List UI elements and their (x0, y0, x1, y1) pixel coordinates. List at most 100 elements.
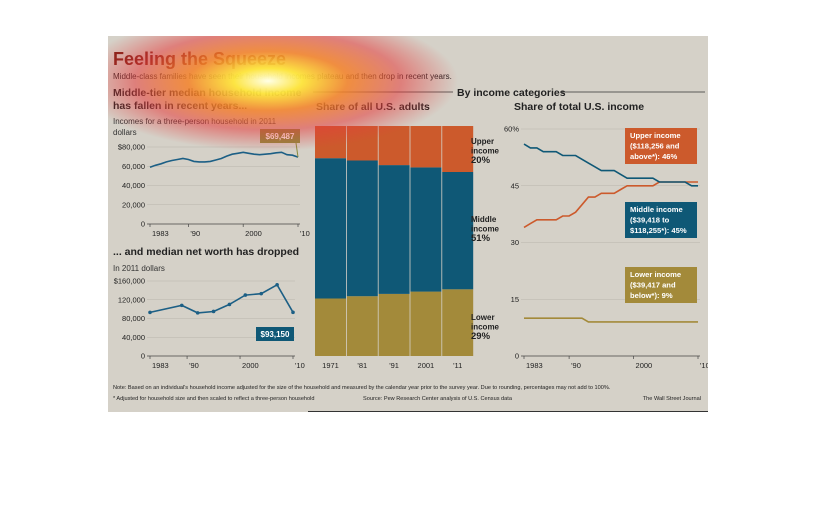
y-tick-label: 60,000 (122, 162, 145, 171)
bar-upper-segment (378, 126, 410, 166)
footer-footnote: * Adjusted for household size and then s… (113, 396, 315, 402)
bottom-rule (308, 411, 708, 412)
networth-point (211, 309, 216, 314)
y-tick-label: $160,000 (114, 277, 145, 286)
income-chart-subtitle-line2: dollars (113, 128, 137, 137)
bar-category-label: 1971 (322, 361, 339, 370)
income-chart-subtitle-line1: Incomes for a three-person household in … (113, 117, 277, 126)
bar-category-label: '91 (389, 361, 399, 370)
lower-share-line (524, 317, 698, 323)
share-chart-title: Share of total U.S. income (514, 101, 644, 113)
networth-chart-subtitle: In 2011 dollars (113, 264, 165, 273)
y-tick-label: 30 (511, 238, 519, 247)
y-tick-label: 20,000 (122, 200, 145, 209)
bar-middle-segment (315, 158, 346, 299)
x-tick-label: '10 (700, 361, 708, 370)
y-tick-label: 40,000 (122, 333, 145, 342)
share-income-line-chart: 60% 45 30 15 0 1983 '90 2000 '10 Upper income ($11… (504, 125, 708, 371)
upper-share-callout-text: Upper income (630, 131, 681, 140)
middle-share-callout-box (625, 202, 697, 238)
middle-share-callout-text: $118,255*): 45% (630, 226, 687, 235)
x-tick-label: 2000 (245, 229, 262, 238)
y-tick-label: 60% (504, 125, 519, 134)
footer-source: Source: Pew Research Center analysis of … (363, 396, 513, 402)
bar-legend-middle: income (471, 225, 500, 234)
infographic-svg: Feeling the Squeeze Middle-class familie… (113, 49, 708, 402)
x-tick-label: '10 (295, 361, 305, 370)
y-tick-label: 0 (141, 220, 145, 229)
networth-point (275, 282, 279, 287)
x-tick-label: '10 (300, 229, 310, 238)
networth-point (291, 310, 295, 315)
bar-upper-segment (346, 126, 378, 161)
income-chart-title-line1: Middle-tier median household income (113, 87, 302, 99)
bar-upper-segment (410, 126, 442, 168)
x-tick-label: '90 (571, 361, 581, 370)
y-tick-label: 120,000 (118, 295, 145, 304)
bar-legend-upper: 20% (471, 155, 491, 166)
middle-share-line (523, 143, 698, 187)
y-tick-label: 0 (141, 352, 145, 361)
bar-lower-segment (442, 289, 474, 356)
y-tick-label: 40,000 (122, 181, 145, 190)
income-callout-label: $69,487 (266, 132, 295, 141)
x-tick-label: 1983 (152, 361, 169, 370)
footer-note: Note: Based on an individual's household… (113, 385, 611, 391)
x-tick-label: 1983 (152, 229, 169, 238)
bar-legend-middle: 51% (471, 233, 491, 244)
main-title: Feeling the Squeeze (113, 49, 286, 69)
networth-point (227, 302, 232, 307)
adults-stacked-bar-chart: 1971'81'91 2001'11Upperincome20%Middleinc… (315, 126, 500, 370)
bar-upper-segment (442, 126, 474, 172)
y-tick-label: 15 (511, 295, 519, 304)
networth-callout-box (256, 327, 294, 341)
bar-legend-middle: Middle (471, 215, 497, 224)
networth-point (148, 310, 152, 315)
x-tick-label: 1983 (526, 361, 543, 370)
x-tick-label: '90 (189, 361, 199, 370)
income-callout-pointer (295, 142, 299, 158)
upper-share-callout-text: ($118,256 and (630, 142, 680, 151)
upper-share-callout-box (625, 128, 697, 164)
upper-share-callout-text: above*): 46% (630, 152, 678, 161)
networth-line-chart: $160,000 120,000 80,000 40,000 0 1983 '90 2000 '… (114, 277, 305, 371)
bar-lower-segment (378, 293, 410, 356)
bar-middle-segment (410, 167, 442, 292)
bar-legend-lower: income (471, 323, 500, 332)
bar-category-label: '81 (357, 361, 367, 370)
bar-lower-segment (346, 296, 378, 356)
bar-category-label: 2001 (418, 361, 435, 370)
income-line (149, 151, 299, 168)
y-tick-label: 45 (511, 181, 519, 190)
middle-share-callout-text: ($39,418 to (630, 216, 670, 225)
bar-lower-segment (315, 298, 346, 356)
y-tick-label: 0 (515, 352, 519, 361)
bar-lower-segment (410, 291, 442, 356)
footer-credit: The Wall Street Journal (643, 396, 701, 402)
y-tick-label: $80,000 (118, 143, 145, 152)
networth-point (259, 291, 264, 296)
bar-legend-lower: 29% (471, 331, 491, 342)
x-tick-label: '90 (190, 229, 200, 238)
bar-middle-segment (378, 165, 410, 294)
networth-callout-label: $93,150 (261, 330, 290, 339)
infographic-card: Feeling the Squeeze Middle-class familie… (108, 36, 708, 412)
bar-category-label: '11 (453, 361, 462, 370)
networth-line (149, 283, 294, 314)
x-tick-label: 2000 (242, 361, 259, 370)
networth-point (195, 311, 200, 315)
bar-upper-segment (315, 126, 346, 159)
section-title: By income categories (457, 87, 566, 99)
bar-middle-segment (442, 172, 474, 290)
income-chart-title-line2: has fallen in recent years... (113, 100, 247, 112)
networth-chart-title: ... and median net worth has dropped (113, 246, 299, 258)
bar-legend-lower: Lower (471, 313, 495, 322)
bar-chart-title: Share of all U.S. adults (316, 101, 430, 113)
x-tick-label: 2000 (636, 361, 653, 370)
middle-share-callout-text: Middle income (630, 205, 683, 214)
bar-legend-upper: Upper (471, 137, 494, 146)
income-line-chart: $80,000 60,000 40,000 20,000 0 1983 '90 2000 '10… (118, 129, 310, 238)
lower-share-callout-text: Lower income (630, 270, 681, 279)
bar-middle-segment (346, 160, 378, 297)
lower-share-callout-text: below*): 9% (630, 291, 673, 300)
